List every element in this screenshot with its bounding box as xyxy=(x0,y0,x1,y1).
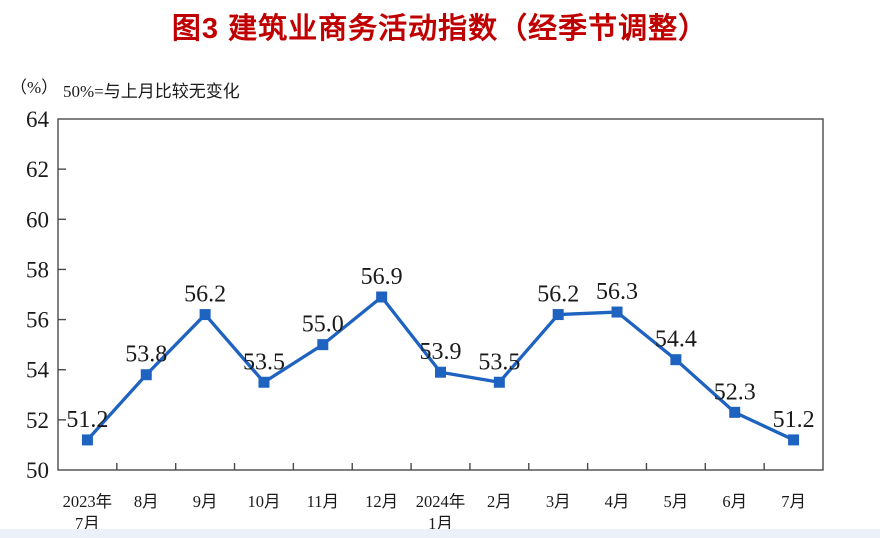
x-axis-label: 12月 xyxy=(365,492,398,511)
data-point-marker xyxy=(435,366,446,378)
x-axis-label: 2023年 xyxy=(63,492,113,511)
x-axis-label: 4月 xyxy=(605,492,630,511)
data-point-label: 56.3 xyxy=(596,279,638,305)
data-point-marker xyxy=(317,339,329,351)
x-axis-label: 5月 xyxy=(664,492,689,511)
plot-border xyxy=(57,118,824,471)
data-point-marker xyxy=(611,306,623,318)
y-axis-label: 64 xyxy=(26,107,50,132)
data-point-marker xyxy=(376,291,388,303)
chart-title: 图3 建筑业商务活动指数（经季节调整） xyxy=(171,13,709,45)
data-point-label: 56.2 xyxy=(184,282,226,308)
y-axis-label: 56 xyxy=(26,308,49,333)
data-point-marker xyxy=(788,434,800,446)
y-axis-label: 58 xyxy=(26,257,49,282)
y-axis-label: 52 xyxy=(26,408,49,433)
data-point-label: 52.3 xyxy=(714,379,756,405)
data-point-marker xyxy=(140,369,152,381)
bottom-strip xyxy=(0,529,880,538)
data-point-marker xyxy=(258,376,270,388)
data-point-label: 53.9 xyxy=(420,339,462,365)
x-axis-label: 10月 xyxy=(247,492,280,511)
x-axis-label: 6月 xyxy=(722,492,747,511)
data-point-label: 54.4 xyxy=(655,327,697,353)
data-point-marker xyxy=(199,309,211,321)
chart-note: 50%=与上月比较无变化 xyxy=(63,82,240,101)
data-point-marker xyxy=(552,309,564,321)
data-point-label: 51.2 xyxy=(66,407,108,433)
y-axis-label: 50 xyxy=(26,458,49,483)
x-axis-label: 1月 xyxy=(428,514,453,533)
x-axis-label: 3月 xyxy=(546,492,571,511)
data-point-marker xyxy=(493,376,505,388)
data-point-marker xyxy=(729,406,741,418)
x-axis-label: 7月 xyxy=(75,514,100,533)
x-axis-label: 8月 xyxy=(134,492,159,511)
data-point-marker xyxy=(670,354,682,366)
y-axis-unit-label: （%） xyxy=(10,78,59,97)
data-point-label: 56.2 xyxy=(537,282,579,308)
x-axis-label: 9月 xyxy=(193,492,218,511)
data-point-label: 55.0 xyxy=(302,312,344,338)
x-axis-label: 2月 xyxy=(487,492,512,511)
data-point-label: 53.5 xyxy=(478,349,520,375)
x-axis-label: 11月 xyxy=(307,492,339,511)
data-point-label: 56.9 xyxy=(361,264,403,290)
y-axis-label: 62 xyxy=(26,157,49,182)
x-axis-label: 7月 xyxy=(781,492,806,511)
data-point-label: 51.2 xyxy=(773,407,815,433)
data-point-label: 53.8 xyxy=(125,342,167,368)
data-point-label: 53.5 xyxy=(243,349,285,375)
y-axis-label: 54 xyxy=(26,358,50,383)
y-axis-label: 60 xyxy=(26,207,49,232)
x-axis-label: 2024年 xyxy=(416,492,466,511)
data-point-marker xyxy=(81,434,93,446)
